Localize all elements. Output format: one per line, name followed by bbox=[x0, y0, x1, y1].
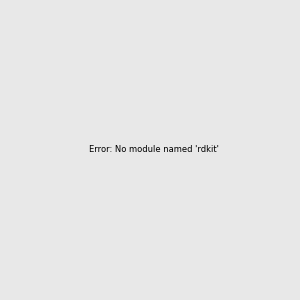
Text: Error: No module named 'rdkit': Error: No module named 'rdkit' bbox=[89, 145, 219, 154]
